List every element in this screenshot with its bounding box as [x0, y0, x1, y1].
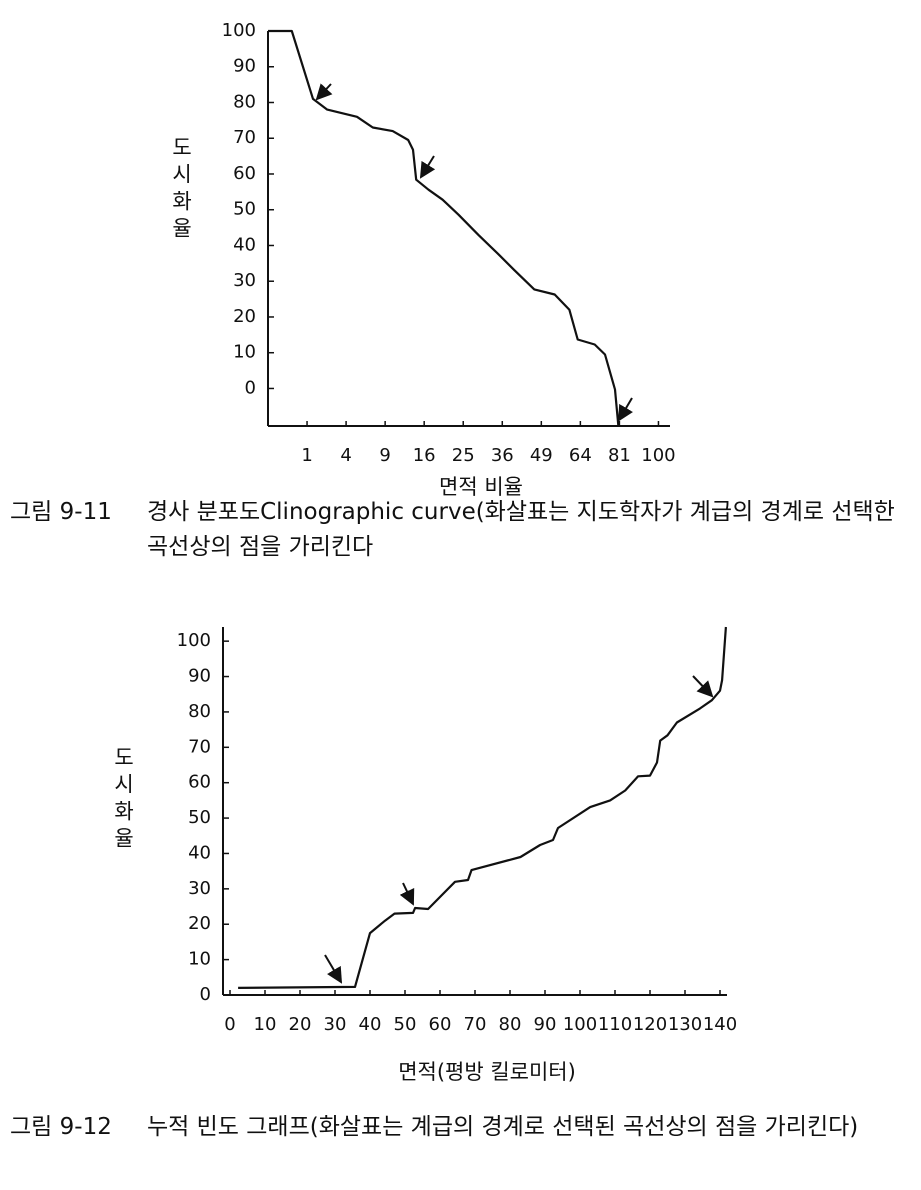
x-tick-label: 0	[224, 1014, 235, 1035]
y-tick-label: 80	[233, 91, 256, 112]
x-tick-label: 36	[491, 445, 514, 466]
x-tick-label: 60	[429, 1014, 452, 1035]
y-tick-label: 0	[245, 377, 256, 398]
y-axis-label: 도시화율	[169, 136, 193, 244]
x-tick-label: 70	[464, 1014, 487, 1035]
caption-number: 그림 9-11	[10, 499, 112, 525]
x-axis-label: 면적 비율	[439, 475, 523, 499]
x-tick-label: 49	[530, 445, 553, 466]
x-tick-label: 100	[641, 445, 675, 466]
y-tick-label: 80	[188, 701, 211, 722]
x-tick-label: 110	[598, 1014, 632, 1035]
x-tick-label: 16	[413, 445, 436, 466]
x-tick-label: 140	[703, 1014, 737, 1035]
x-tick-label: 100	[563, 1014, 597, 1035]
y-tick-label: 40	[188, 842, 211, 863]
x-tick-label: 20	[289, 1014, 312, 1035]
x-tick-label: 81	[608, 445, 631, 466]
x-tick-label: 120	[633, 1014, 667, 1035]
x-axis-label: 면적(평방 킬로미터)	[398, 1060, 576, 1084]
y-tick-label: 90	[233, 56, 256, 77]
caption: 경사 분포도Clinographic curve(화살표는 지도학자가 계급의 …	[147, 499, 895, 560]
caption: 누적 빈도 그래프(화살표는 계급의 경계로 선택된 곡선상의 점을 가리킨다)	[147, 1114, 859, 1140]
y-tick-label: 10	[233, 342, 256, 363]
y-tick-label: 50	[233, 199, 256, 220]
x-tick-label: 25	[452, 445, 475, 466]
curve	[268, 29, 620, 426]
x-tick-label: 9	[379, 445, 390, 466]
y-tick-label: 90	[188, 666, 211, 687]
y-tick-label: 70	[188, 736, 211, 757]
y-tick-label: 0	[200, 984, 211, 1005]
x-tick-label: 130	[668, 1014, 702, 1035]
arrows	[315, 83, 714, 984]
y-tick-label: 20	[188, 913, 211, 934]
x-tick-label: 50	[394, 1014, 417, 1035]
caption-number: 그림 9-12	[10, 1114, 112, 1140]
y-axis-label: 도시화율	[111, 746, 135, 854]
y-tick-label: 20	[233, 306, 256, 327]
x-tick-label: 64	[569, 445, 592, 466]
y-tick-label: 70	[233, 127, 256, 148]
x-tick-label: 80	[499, 1014, 522, 1035]
curve	[238, 626, 727, 989]
x-tick-label: 1	[301, 445, 312, 466]
x-tick-label: 30	[324, 1014, 347, 1035]
y-tick-label: 40	[233, 234, 256, 255]
y-tick-label: 100	[222, 20, 256, 41]
x-tick-label: 10	[254, 1014, 277, 1035]
y-tick-label: 30	[188, 878, 211, 899]
x-tick-label: 40	[359, 1014, 382, 1035]
y-tick-label: 100	[177, 630, 211, 651]
y-tick-label: 60	[233, 163, 256, 184]
y-tick-label: 10	[188, 949, 211, 970]
y-tick-label: 50	[188, 807, 211, 828]
x-tick-label: 4	[340, 445, 351, 466]
y-tick-label: 60	[188, 772, 211, 793]
x-tick-label: 90	[534, 1014, 557, 1035]
y-tick-label: 30	[233, 270, 256, 291]
